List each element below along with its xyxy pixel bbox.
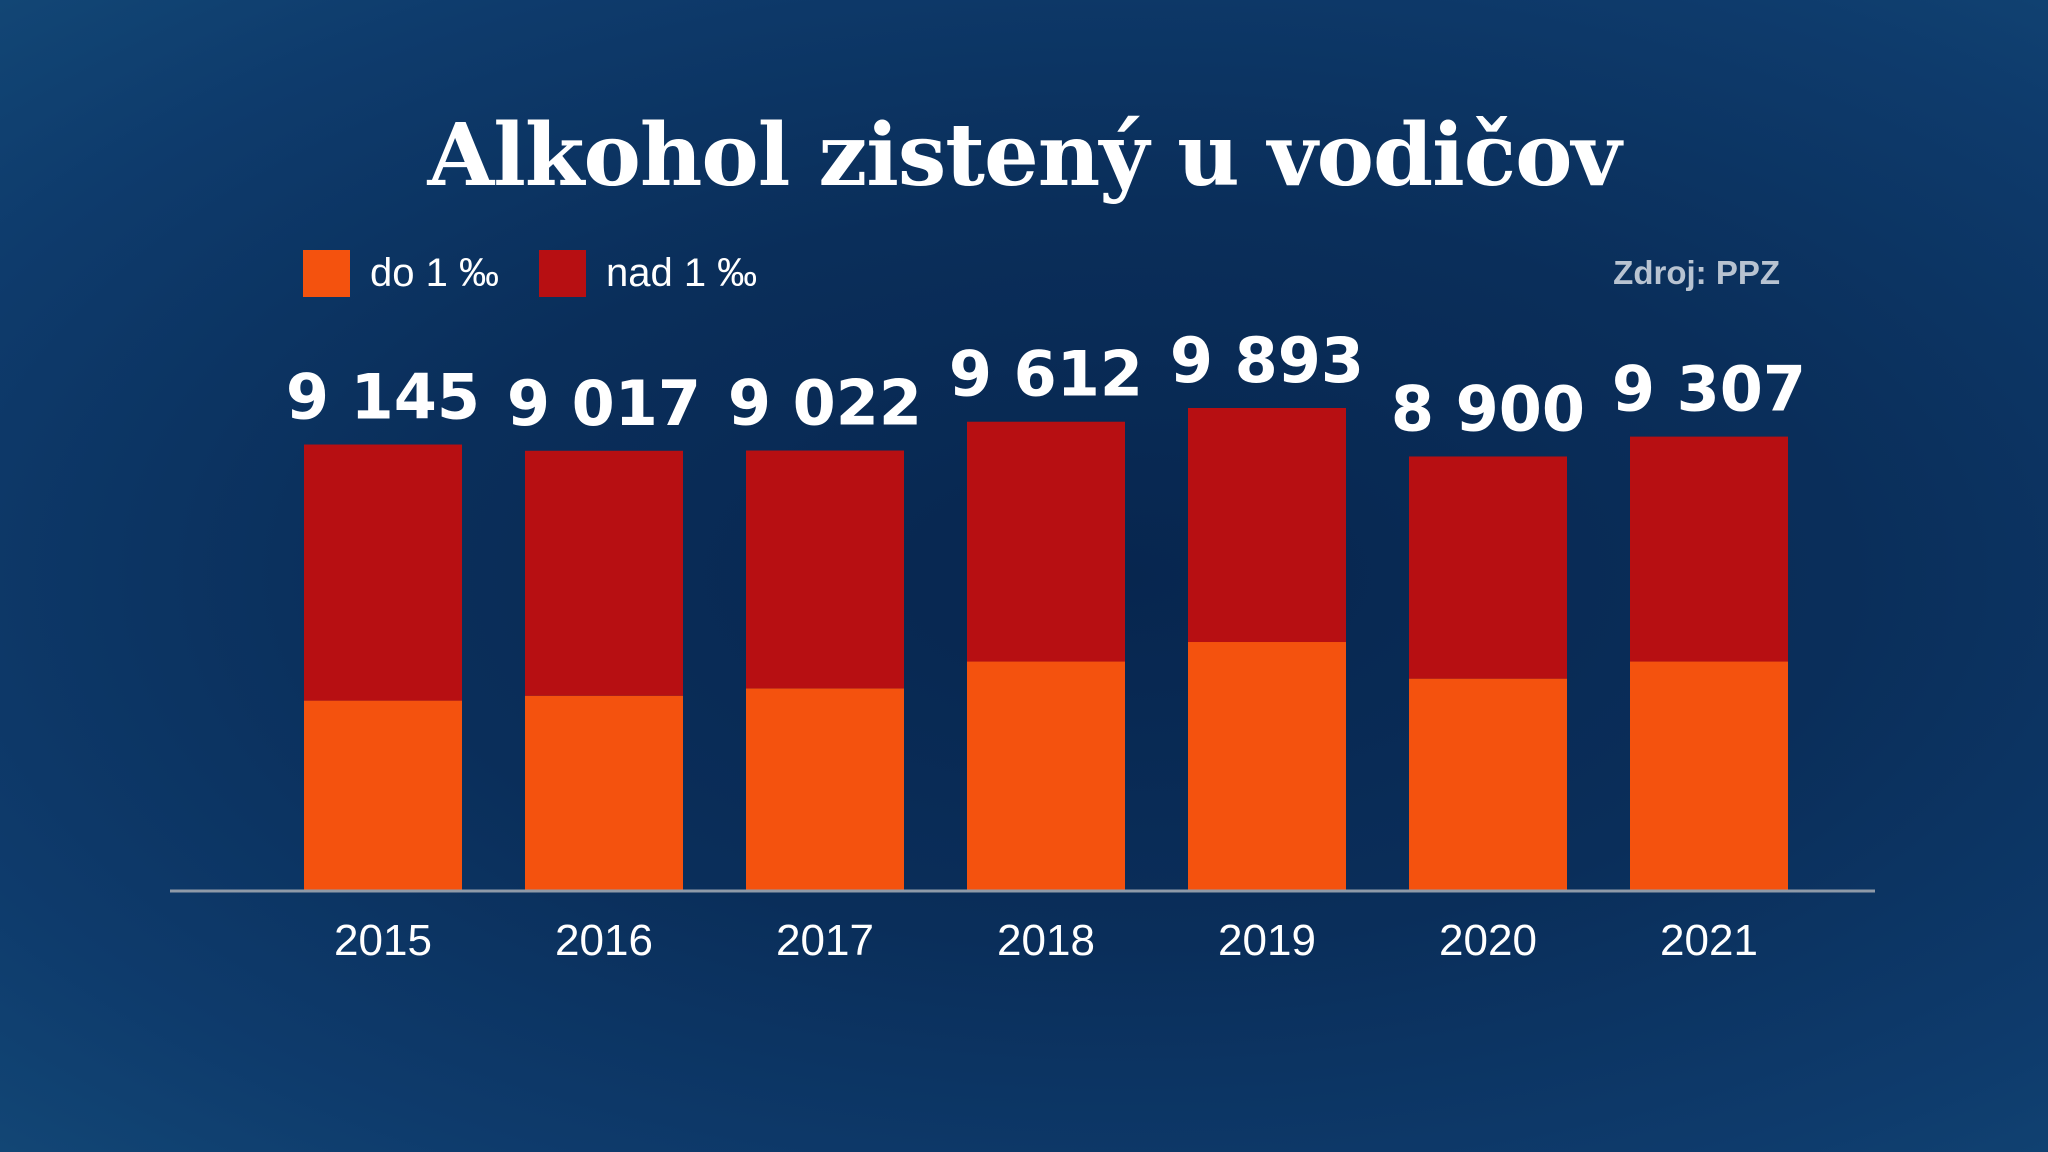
total-label-2016: 9 017 <box>507 367 701 440</box>
total-label-2021: 9 307 <box>1612 353 1806 426</box>
x-tick-label-2018: 2018 <box>997 916 1095 965</box>
total-label-2017: 9 022 <box>728 367 922 440</box>
total-label-2019: 9 893 <box>1170 324 1364 397</box>
total-label-2018: 9 612 <box>949 338 1143 411</box>
bar-do-1-2016 <box>525 695 683 891</box>
chart-title: Alkohol zistený u vodičov <box>427 105 1622 206</box>
bar-do-1-2021 <box>1630 661 1788 891</box>
legend-label-do-1: do 1 ‰ <box>370 251 499 295</box>
bar-nad-1-2021 <box>1630 436 1788 662</box>
bar-nad-1-2020 <box>1409 456 1567 679</box>
bar-nad-1-2018 <box>967 421 1125 662</box>
legend: do 1 ‰ nad 1 ‰ <box>303 250 797 297</box>
legend-item-nad-1: nad 1 ‰ <box>538 250 758 297</box>
legend-swatch-nad-1 <box>538 250 586 297</box>
total-label-2020: 8 900 <box>1391 372 1585 445</box>
bar-nad-1-2016 <box>525 450 683 696</box>
bar-do-1-2019 <box>1188 642 1346 891</box>
x-tick-label-2016: 2016 <box>555 916 653 965</box>
x-tick-label-2021: 2021 <box>1660 916 1758 965</box>
bar-nad-1-2015 <box>304 444 462 701</box>
legend-item-do-1: do 1 ‰ <box>303 250 499 297</box>
source-label: Zdroj: PPZ <box>1613 254 1780 291</box>
legend-label-nad-1: nad 1 ‰ <box>605 251 758 295</box>
x-tick-label-2015: 2015 <box>334 916 432 965</box>
bar-do-1-2015 <box>304 700 462 891</box>
x-tick-label-2019: 2019 <box>1218 916 1316 965</box>
legend-swatch-do-1 <box>303 250 350 297</box>
bar-nad-1-2019 <box>1188 408 1346 643</box>
bar-do-1-2018 <box>967 661 1125 891</box>
total-label-2015: 9 145 <box>286 361 480 434</box>
bar-do-1-2020 <box>1409 678 1567 891</box>
bar-do-1-2017 <box>746 688 904 891</box>
x-tick-label-2020: 2020 <box>1439 916 1537 965</box>
x-tick-label-2017: 2017 <box>776 916 874 965</box>
bar-nad-1-2017 <box>746 450 904 689</box>
